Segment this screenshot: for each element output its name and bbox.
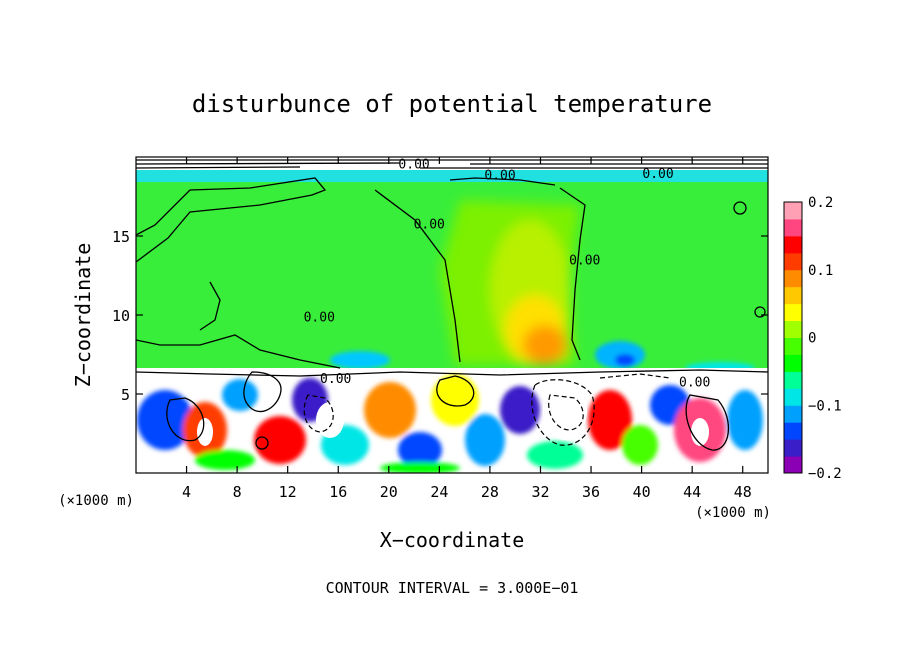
colorbar-swatch [784, 456, 802, 474]
y-axis-label: Z−coordinate [71, 243, 95, 388]
contour-label: 0.00 [414, 217, 445, 232]
plot-area: 0.00 0.00 0.00 0.00 0.00 0.00 0.00 0.00 [136, 157, 768, 473]
contour-lines [136, 159, 768, 451]
contour-label: 0.00 [398, 157, 429, 172]
y-tick-label: 15 [112, 228, 130, 246]
colorbar-swatch [784, 286, 802, 305]
x-unit-left: (×1000 m) [58, 493, 134, 509]
x-tick-label: 12 [279, 483, 297, 501]
colorbar-tick-label: 0 [808, 331, 816, 347]
colorbar-swatch [784, 303, 802, 322]
y-tick-label: 5 [121, 386, 130, 404]
warm-plume [440, 200, 580, 365]
y-axis: 5 10 15 [112, 228, 768, 404]
contour-labels: 0.00 0.00 0.00 0.00 0.00 0.00 0.00 0.00 [304, 157, 711, 390]
x-axis: 4 8 12 16 20 24 28 32 36 40 44 48 [182, 157, 752, 501]
colorbar-swatch [784, 354, 802, 372]
x-tick-label: 28 [481, 483, 499, 501]
x-tick-label: 40 [633, 483, 651, 501]
x-tick-label: 36 [582, 483, 600, 501]
colorbar-tick-label: −0.2 [808, 466, 842, 482]
colorbar-swatch [784, 320, 802, 338]
contour-label: 0.00 [484, 168, 515, 183]
contour-label: 0.00 [679, 375, 710, 390]
x-tick-label: 48 [734, 483, 752, 501]
colorbar-swatch [784, 405, 802, 423]
contour-label: 0.00 [642, 167, 673, 182]
x-axis-label: X−coordinate [380, 528, 525, 552]
dashed-contours [303, 373, 671, 446]
colorbar-swatch [784, 337, 802, 355]
colorbar-swatch [784, 371, 802, 389]
x-tick-label: 4 [182, 483, 191, 501]
top-band [136, 170, 768, 182]
x-tick-label: 20 [380, 483, 398, 501]
colorbar-swatch [784, 422, 802, 440]
contour-interval-note: CONTOUR INTERVAL = 3.000E−01 [326, 579, 579, 597]
colorbar-swatch [784, 252, 802, 271]
colorbar-tick-label: 0.1 [808, 263, 833, 279]
colorbar-swatch [784, 202, 802, 220]
colorbar-frame [783, 201, 803, 474]
colorbar-swatch [784, 439, 802, 457]
colorbar-swatch [784, 269, 802, 288]
x-tick-label: 32 [531, 483, 549, 501]
x-tick-label: 44 [683, 483, 701, 501]
contour-label: 0.00 [320, 372, 351, 387]
y-tick-label: 10 [112, 307, 130, 325]
colorbar-tick-label: 0.2 [808, 195, 833, 211]
colorbar-swatch [784, 235, 802, 254]
contour-label: 0.00 [569, 254, 600, 269]
x-tick-label: 24 [430, 483, 448, 501]
colorbar-swatch [784, 218, 802, 237]
contour-label: 0.00 [304, 311, 335, 326]
x-tick-label: 8 [233, 483, 242, 501]
x-unit-right: (×1000 m) [695, 505, 771, 521]
turbulent-eddies [137, 374, 763, 473]
colorbar-swatch [784, 388, 802, 406]
colorbar-tick-label: −0.1 [808, 398, 842, 414]
colorbar: 0.2 0.1 0 −0.1 −0.2 [783, 195, 842, 482]
x-tick-label: 16 [329, 483, 347, 501]
chart-title: disturbunce of potential temperature [192, 90, 712, 118]
